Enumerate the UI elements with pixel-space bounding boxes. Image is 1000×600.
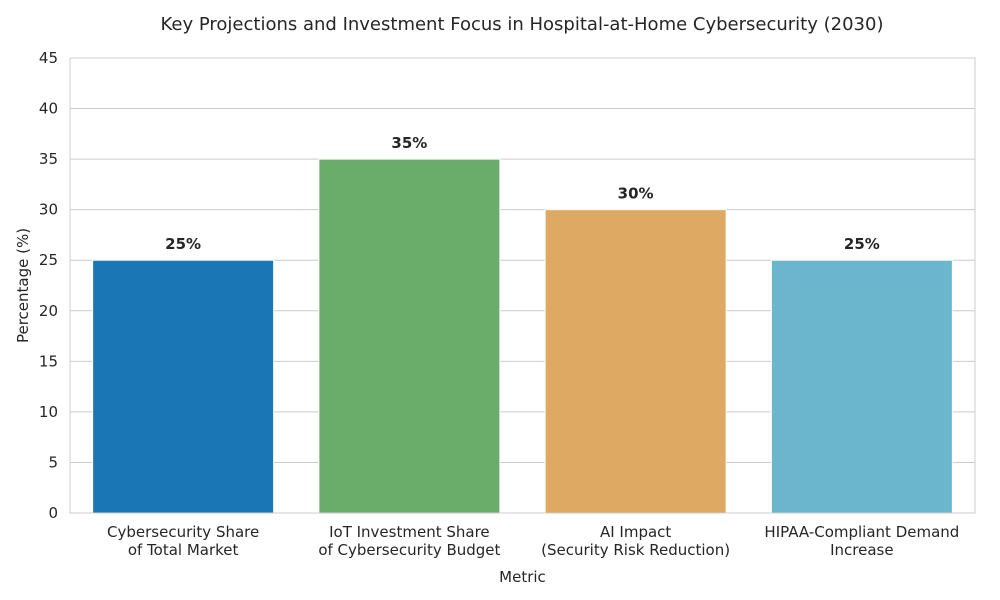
y-tick-label: 20 [39, 302, 58, 320]
bar-value-label: 30% [618, 185, 654, 203]
chart-title: Key Projections and Investment Focus in … [161, 14, 884, 35]
y-tick-label: 0 [48, 504, 58, 522]
x-tick-label: IoT Investment Share [329, 523, 490, 541]
y-axis-ticks: 0 5 10 15 20 25 30 35 40 45 [39, 49, 58, 522]
bar-value-label: 35% [391, 134, 427, 152]
x-tick-label: Increase [830, 541, 893, 559]
x-tick-label: (Security Risk Reduction) [541, 541, 730, 559]
bar-value-label: 25% [165, 235, 201, 253]
y-tick-label: 30 [39, 201, 58, 219]
bar [544, 209, 727, 514]
bars: 25% 35% 30% 25% [92, 134, 953, 514]
plot-frame [69, 57, 976, 514]
y-tick-label: 15 [39, 352, 58, 370]
bar-value-label: 25% [844, 235, 880, 253]
x-tick-label: of Cybersecurity Budget [318, 541, 500, 559]
x-axis-label: Metric [499, 568, 546, 586]
y-tick-label: 5 [48, 453, 58, 471]
x-tick-label: AI Impact [600, 523, 671, 541]
y-axis-label: Percentage (%) [14, 228, 32, 343]
y-tick-label: 40 [39, 100, 58, 118]
bar [92, 259, 275, 514]
bar [770, 259, 953, 514]
x-tick-label: Cybersecurity Share [107, 523, 259, 541]
x-tick-label: of Total Market [128, 541, 239, 559]
y-tick-label: 25 [39, 251, 58, 269]
y-tick-label: 35 [39, 150, 58, 168]
bar [318, 158, 501, 514]
x-tick-label: HIPAA-Compliant Demand [764, 523, 959, 541]
y-tick-label: 10 [39, 403, 58, 421]
y-tick-label: 45 [39, 49, 58, 67]
